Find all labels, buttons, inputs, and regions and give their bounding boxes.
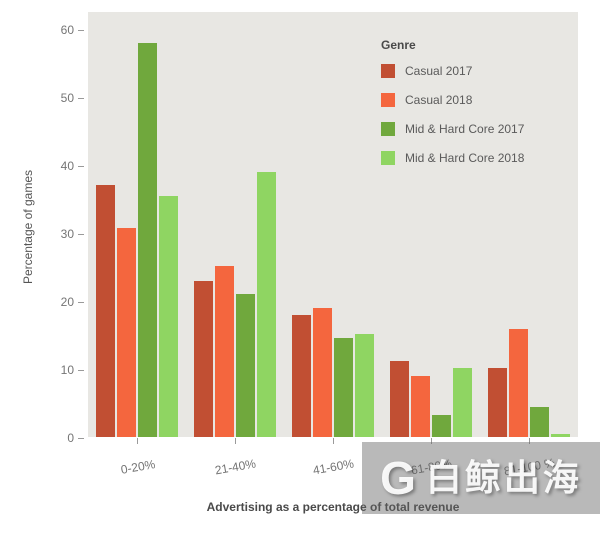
bar xyxy=(488,367,507,437)
bar-group xyxy=(284,307,382,437)
legend-item: Mid & Hard Core 2018 xyxy=(381,151,571,165)
bar-group xyxy=(480,328,578,437)
y-tick-label: 60 xyxy=(61,23,84,37)
bar xyxy=(257,171,276,437)
watermark: G 白鲸出海 xyxy=(362,442,600,514)
legend-item: Mid & Hard Core 2017 xyxy=(381,122,571,136)
y-tick-label: 0 xyxy=(67,431,84,445)
legend-item: Casual 2017 xyxy=(381,64,571,78)
y-tick-mark xyxy=(78,301,84,303)
bar xyxy=(138,42,157,437)
bar xyxy=(215,266,234,437)
watermark-text: 白鲸出海 xyxy=(425,457,582,498)
bar xyxy=(411,375,430,437)
y-tick-label: 20 xyxy=(61,295,84,309)
x-tick-mark xyxy=(136,438,138,444)
bar xyxy=(96,185,115,437)
x-tick-label: 41-60% xyxy=(312,456,356,478)
bar xyxy=(117,228,136,437)
y-tick-mark xyxy=(78,233,84,235)
bar xyxy=(453,367,472,437)
bar-group xyxy=(88,42,186,437)
bar-group xyxy=(382,360,480,437)
y-tick-label: 40 xyxy=(61,159,84,173)
bar xyxy=(355,333,374,437)
bar xyxy=(509,328,528,437)
legend-items: Casual 2017 Casual 2018 Mid & Hard Core 20… xyxy=(381,64,571,165)
y-tick-label: 30 xyxy=(61,227,84,241)
bar xyxy=(159,195,178,437)
bar xyxy=(292,314,311,437)
legend-label: Casual 2018 xyxy=(405,93,473,107)
legend-label: Casual 2017 xyxy=(405,64,473,78)
x-tick-mark xyxy=(430,438,432,444)
y-axis: 0 10 20 30 40 50 60 xyxy=(30,12,84,445)
bar xyxy=(313,307,332,437)
legend-label: Mid & Hard Core 2017 xyxy=(405,122,525,136)
bar-groups xyxy=(88,12,578,437)
bar xyxy=(236,294,255,437)
bar xyxy=(530,407,549,437)
bar xyxy=(390,360,409,437)
legend: Genre Casual 2017 Casual 2018 Mid & Hard C… xyxy=(381,38,571,180)
legend-swatch xyxy=(381,151,395,165)
legend-label: Mid & Hard Core 2018 xyxy=(405,151,525,165)
legend-title: Genre xyxy=(381,38,416,52)
legend-swatch xyxy=(381,64,395,78)
y-tick-mark xyxy=(78,29,84,31)
bar xyxy=(194,280,213,437)
y-tick-label: 50 xyxy=(61,91,84,105)
legend-item: Casual 2018 xyxy=(381,93,571,107)
bar-group xyxy=(186,171,284,437)
x-tick-label: 0-20% xyxy=(119,457,156,477)
x-tick-mark xyxy=(332,438,334,444)
x-tick-mark xyxy=(528,438,530,444)
y-tick-mark xyxy=(78,165,84,167)
x-axis-title: Advertising as a percentage of total rev… xyxy=(206,500,460,514)
bar xyxy=(551,434,570,437)
x-tick-label: 21-40% xyxy=(214,456,258,478)
y-tick-label: 10 xyxy=(61,363,84,377)
x-axis-ticks xyxy=(88,438,578,446)
watermark-logo-icon: G xyxy=(380,452,416,504)
x-tick-mark xyxy=(234,438,236,444)
plot-area: Genre Casual 2017 Casual 2018 Mid & Hard C… xyxy=(88,12,578,437)
y-tick-mark xyxy=(78,437,84,439)
legend-swatch xyxy=(381,122,395,136)
legend-swatch xyxy=(381,93,395,107)
y-tick-mark xyxy=(78,369,84,371)
bar xyxy=(432,415,451,437)
bar xyxy=(334,337,353,437)
y-tick-mark xyxy=(78,97,84,99)
